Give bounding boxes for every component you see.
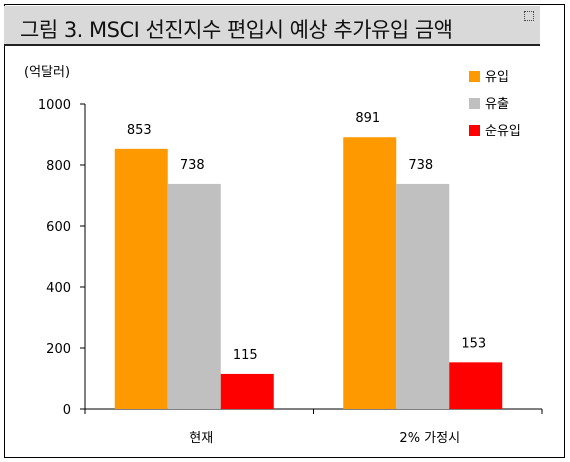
bar: [343, 137, 397, 409]
bar: [220, 373, 274, 409]
legend-swatch: [469, 125, 480, 136]
legend-swatch: [469, 71, 480, 82]
title-bar: 그림 3. MSCI 선진지수 편입시 예상 추가유입 금액: [4, 6, 540, 46]
x-category-label: 2% 가정시: [399, 431, 460, 446]
legend-label: 유출: [485, 97, 509, 112]
y-tick-label: 200: [46, 342, 71, 357]
y-axis-unit-label: (억달러): [24, 65, 70, 80]
bar: [396, 183, 450, 409]
y-tick-label: 800: [46, 159, 71, 174]
bar: [449, 362, 503, 409]
bars: 853 738 115 891 738 153: [114, 111, 503, 409]
data-label: 738: [180, 158, 205, 173]
x-category-label: 현재: [189, 431, 213, 446]
bar: [114, 148, 168, 409]
legend-swatch: [469, 98, 480, 109]
data-label: 115: [233, 348, 258, 363]
y-tick-label: 600: [46, 220, 71, 235]
y-tick-label: 0: [63, 403, 71, 418]
y-tick-label: 400: [46, 281, 71, 296]
data-label: 891: [355, 111, 380, 126]
chart-title: 그림 3. MSCI 선진지수 편입시 예상 추가유입 금액: [20, 18, 453, 42]
bar: [167, 183, 221, 409]
data-label: 153: [461, 336, 486, 351]
data-label: 738: [408, 158, 433, 173]
legend-label: 유입: [485, 70, 509, 85]
data-label: 853: [127, 123, 152, 138]
corner-marker: [524, 11, 534, 21]
legend-label: 순유입: [485, 124, 521, 139]
y-tick-label: 1000: [38, 98, 71, 113]
